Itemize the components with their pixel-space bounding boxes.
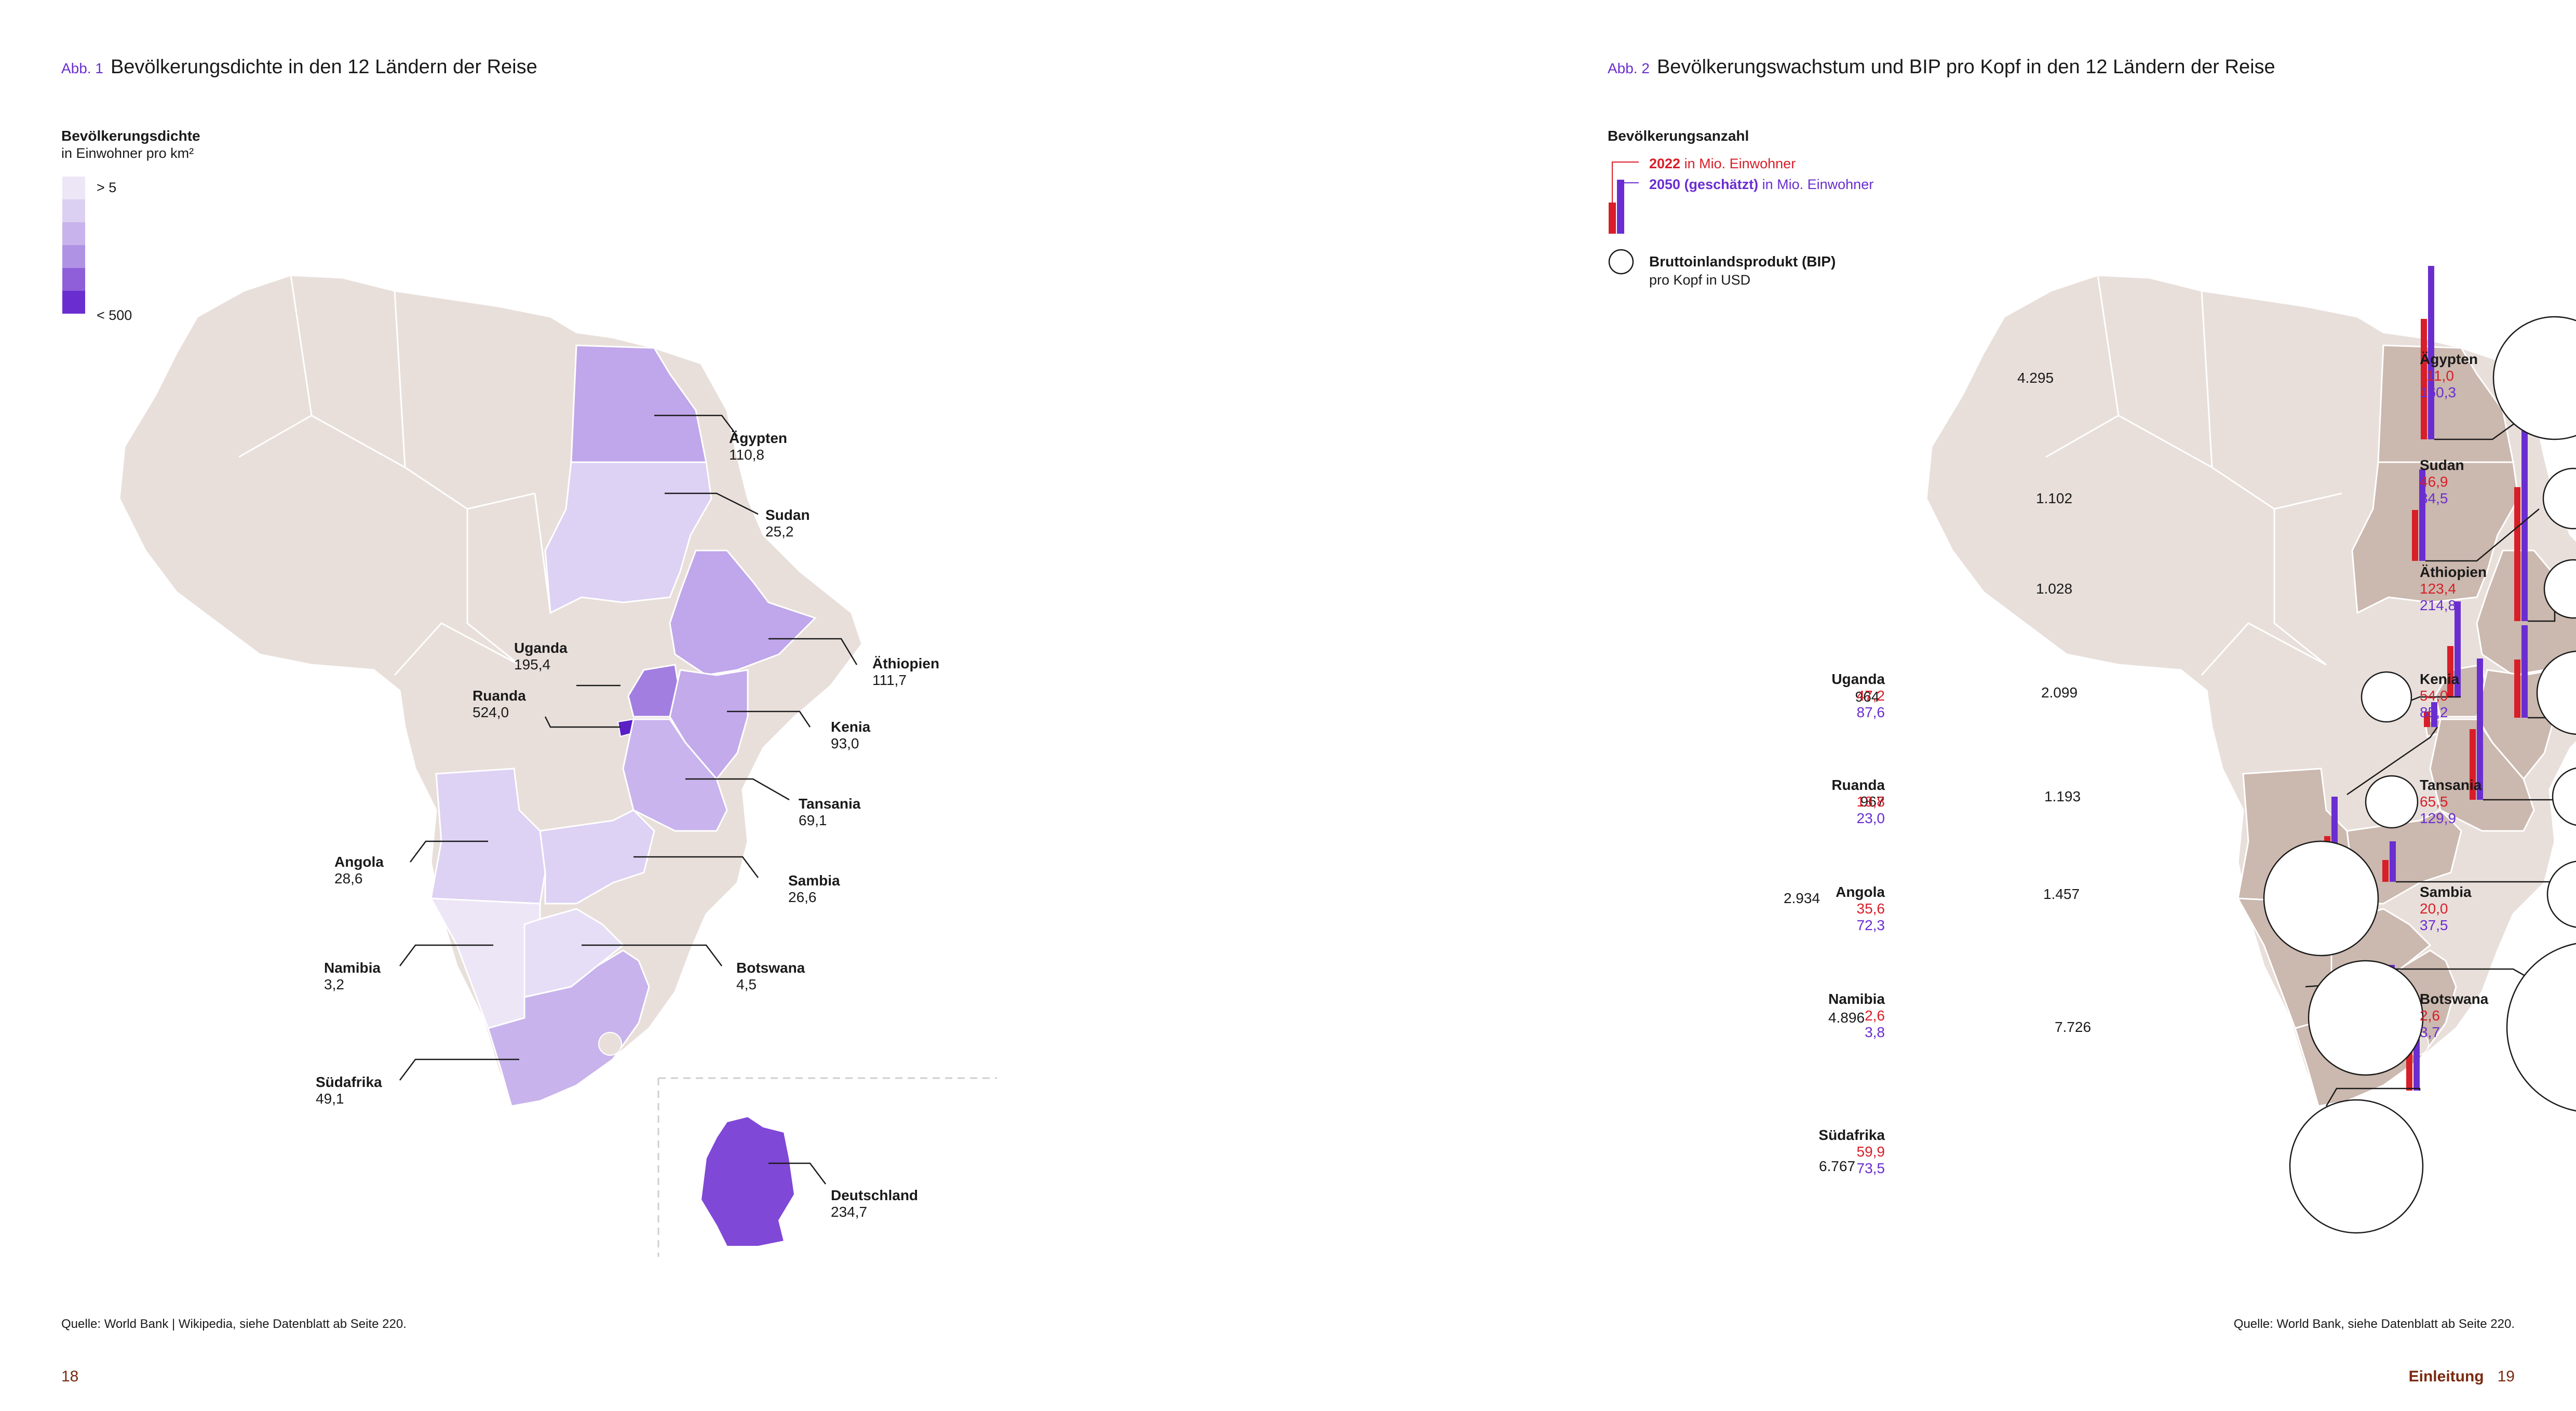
right-figure-label: Abb. 2 — [1608, 60, 1650, 76]
label-ethiopia-right: Äthiopien 123,4 214,8 — [2420, 564, 2487, 613]
germany-shape — [700, 1116, 795, 1247]
label-south-africa-right: Südafrika 59,9 73,5 — [1818, 1127, 1885, 1176]
right-figure-title: Abb. 2 Bevölkerungswachstum und BIP pro K… — [1608, 56, 2275, 78]
kenya-shape — [669, 669, 749, 781]
gdp-legend-circle — [1608, 249, 1634, 275]
label-germany-left: Deutschland 234,7 — [831, 1187, 919, 1220]
label-sudan-left: Sudan 25,2 — [765, 507, 810, 540]
right-source: Quelle: World Bank, siehe Datenblatt ab … — [2233, 1317, 2515, 1331]
density-legend-high: < 500 — [97, 307, 132, 323]
density-legend-swatch — [62, 291, 85, 314]
south-africa-shape — [487, 949, 650, 1107]
label-egypt-left: Ägypten 110,8 — [729, 430, 787, 463]
density-legend-low: > 5 — [97, 180, 117, 195]
label-ethiopia-left: Äthiopien 111,7 — [872, 655, 940, 688]
label-angola-right: Angola 35,6 72,3 — [1836, 884, 1885, 933]
gdp-ethiopia: 1.028 — [2035, 581, 2073, 597]
density-legend-swatch — [62, 199, 85, 222]
population-legend-title: Bevölkerungsanzahl — [1608, 128, 1749, 144]
ethiopia-shape — [669, 549, 817, 676]
gdp-tanzania: 1.193 — [2044, 788, 2081, 804]
gdp-botswana: 7.726 — [2054, 1019, 2092, 1035]
section-name: Einleitung — [2408, 1368, 2484, 1385]
label-botswana-left: Botswana 4,5 — [736, 960, 805, 992]
density-legend-subtitle: in Einwohner pro km² — [61, 145, 194, 161]
tanzania-shape — [622, 718, 728, 832]
label-rwanda-left: Ruanda 524,0 — [473, 688, 526, 720]
label-kenya-right: Kenia 54,0 85,2 — [2420, 671, 2460, 720]
population-gdp-map — [1925, 266, 2576, 1234]
label-egypt-right: Ägypten 111,0 160,3 — [2420, 351, 2478, 400]
label-namibia-left: Namibia 3,2 — [324, 960, 381, 992]
population-bars — [2324, 266, 2528, 1091]
gdp-namibia: 4.896 — [1828, 1010, 1865, 1026]
label-botswana-right: Botswana 2,6 3,7 — [2420, 991, 2489, 1040]
left-figure-label: Abb. 1 — [61, 60, 103, 76]
density-map — [118, 274, 997, 1257]
label-sudan-right: Sudan 46,9 84,5 — [2420, 457, 2464, 506]
density-legend-swatch — [62, 222, 85, 245]
density-legend-swatch — [62, 245, 85, 268]
label-uganda-right: Uganda 47,2 87,6 — [1831, 671, 1885, 720]
gdp-legend-subtitle: pro Kopf in USD — [1649, 272, 1751, 288]
label-angola-left: Angola 28,6 — [334, 854, 384, 886]
label-tanzania-right: Tansania 65,5 129,9 — [2420, 777, 2482, 826]
left-page-number: 18 — [61, 1368, 79, 1385]
population-legend-bars — [1609, 162, 1639, 234]
density-legend-swatch — [62, 177, 85, 199]
gdp-zambia: 1.457 — [2043, 886, 2080, 902]
label-kenya-left: Kenia 93,0 — [831, 719, 871, 751]
density-legend-title: Bevölkerungsdichte — [61, 128, 200, 144]
legend-2050: 2050 (geschätzt) in Mio. Einwohner — [1649, 177, 1874, 192]
right-footer: Einleitung 19 — [2409, 1368, 2515, 1386]
density-legend-scale — [62, 177, 85, 314]
label-tanzania-left: Tansania 69,1 — [799, 796, 861, 828]
gdp-rwanda: 967 — [1860, 794, 1885, 810]
gdp-kenya: 2.099 — [2041, 684, 2078, 701]
label-namibia-right: Namibia 2,6 3,8 — [1828, 991, 1885, 1040]
gdp-sudan: 1.102 — [2035, 490, 2073, 506]
country-borders-left — [238, 275, 551, 676]
gdp-angola: 2.934 — [1783, 890, 1820, 906]
legend-2022: 2022 in Mio. Einwohner — [1649, 156, 1796, 171]
gdp-circles — [2263, 316, 2576, 1234]
label-zambia-right: Sambia 20,0 37,5 — [2420, 884, 2472, 933]
sudan-shape — [544, 461, 712, 614]
gdp-legend-title: Bruttoinlandsprodukt (BIP) — [1649, 253, 1836, 270]
density-legend-swatch — [62, 268, 85, 291]
gdp-uganda: 964 — [1855, 689, 1880, 705]
gdp-south-africa: 6.767 — [1818, 1158, 1856, 1174]
label-south-africa-left: Südafrika 49,1 — [316, 1074, 382, 1107]
left-figure-title: Abb. 1 Bevölkerungsdichte in den 12 Lände… — [61, 56, 537, 78]
right-page-number: 19 — [2497, 1368, 2515, 1385]
leader-lines-left — [399, 414, 858, 1185]
label-zambia-left: Sambia 26,6 — [788, 872, 840, 905]
label-uganda-left: Uganda 195,4 — [514, 640, 568, 673]
gdp-egypt: 4.295 — [2017, 370, 2054, 386]
left-source: Quelle: World Bank | Wikipedia, siehe Da… — [61, 1317, 407, 1331]
zambia-shape — [539, 809, 655, 905]
label-rwanda-right: Ruanda 13,8 23,0 — [1831, 777, 1885, 826]
